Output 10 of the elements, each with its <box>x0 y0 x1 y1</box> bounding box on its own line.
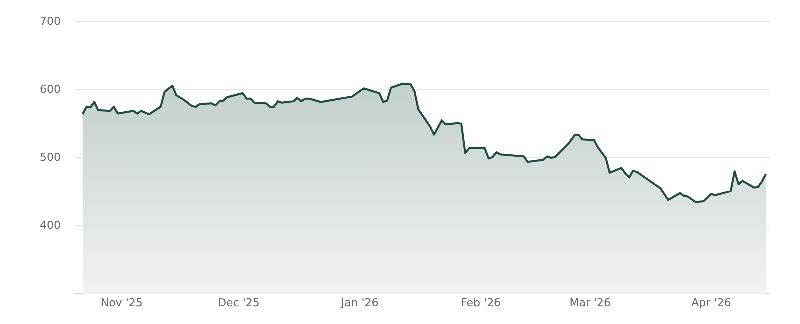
x-tick-label: Mar '26 <box>570 296 612 310</box>
y-tick-label: 700 <box>40 14 61 28</box>
y-tick-label: 600 <box>40 82 61 96</box>
x-tick-label: Apr '26 <box>692 296 732 310</box>
y-tick-label: 500 <box>40 150 61 164</box>
x-tick-label: Feb '26 <box>461 296 502 310</box>
y-tick-label: 400 <box>40 218 61 232</box>
x-tick-label: Nov '25 <box>100 296 143 310</box>
x-tick-label: Jan '26 <box>340 296 379 310</box>
x-tick-label: Dec '25 <box>218 296 260 310</box>
